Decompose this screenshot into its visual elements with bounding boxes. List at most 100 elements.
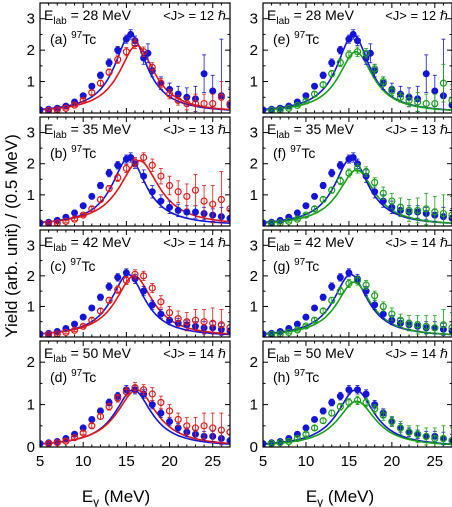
data-point-green xyxy=(396,316,405,324)
data-point-green xyxy=(267,219,276,226)
data-point-red xyxy=(191,186,200,194)
data-point-blue xyxy=(302,92,310,100)
data-point-green xyxy=(302,97,310,105)
plot-area xyxy=(263,29,452,113)
data-point-blue xyxy=(319,71,327,79)
data-point-blue xyxy=(328,59,336,67)
data-point-blue xyxy=(174,206,182,214)
plot-area xyxy=(40,29,230,113)
nucleus-symbol: Tc xyxy=(305,31,319,47)
x-axis-label-left: Eγ (MeV) xyxy=(82,487,150,507)
elab-value: = 42 MeV xyxy=(290,234,355,250)
nucleus-symbol: Tc xyxy=(82,31,96,47)
data-point-blue xyxy=(263,440,267,447)
data-point-blue xyxy=(371,301,379,309)
panel-label: (b) 97Tc xyxy=(50,144,96,161)
y-tick-label: 1 xyxy=(250,397,258,414)
elab-subscript: lab xyxy=(53,130,67,141)
data-point-green xyxy=(362,398,370,407)
data-point-blue xyxy=(349,153,357,161)
panel-frame xyxy=(262,2,452,114)
x-tick-label: 20 xyxy=(384,453,401,470)
data-point-red xyxy=(183,422,191,430)
data-point-red xyxy=(148,63,156,72)
data-point-green xyxy=(293,215,301,223)
y-tick-label: 2 xyxy=(250,42,258,59)
data-point-green xyxy=(422,99,430,108)
data-point-red xyxy=(70,326,79,334)
data-point-red xyxy=(226,428,230,436)
data-point-green xyxy=(379,77,387,86)
panel-label: (a) 97Tc xyxy=(50,30,96,47)
data-point-blue xyxy=(311,415,319,423)
data-point-green xyxy=(388,417,396,426)
panel-label: (f) 97Tc xyxy=(273,144,315,161)
data-point-red xyxy=(105,403,113,411)
nucleus-symbol: Tc xyxy=(305,369,319,385)
x-tick-label: 5 xyxy=(259,453,267,470)
elab-symbol: E xyxy=(267,234,276,250)
y-tick-label: 1 xyxy=(27,74,35,91)
data-point-blue xyxy=(293,320,301,328)
elab-subscript: lab xyxy=(53,243,67,254)
data-point-green xyxy=(422,322,430,330)
data-point-blue xyxy=(166,203,174,211)
data-point-red xyxy=(45,219,53,226)
data-point-red xyxy=(148,284,156,292)
data-point-blue xyxy=(88,82,96,90)
data-point-blue xyxy=(79,202,87,210)
spin-label: <J> = 14 ℏ xyxy=(163,346,226,361)
data-point-green xyxy=(379,302,387,311)
data-point-blue xyxy=(105,169,113,177)
data-point-green xyxy=(336,59,344,67)
data-point-red xyxy=(174,188,182,196)
data-point-blue xyxy=(200,70,208,78)
data-point-blue xyxy=(345,269,353,277)
data-point-red xyxy=(157,172,165,180)
panel-frame xyxy=(39,340,231,448)
spin-label: <J> = 13 ℏ xyxy=(385,122,448,137)
beam-energy-label: Elab = 28 MeV xyxy=(267,7,355,27)
data-point-red xyxy=(200,318,208,326)
nucleus-mass: 97 xyxy=(294,30,306,41)
data-point-green xyxy=(285,437,293,446)
y-tick-label: 2 xyxy=(250,156,258,173)
data-point-blue xyxy=(105,59,113,67)
data-point-red xyxy=(70,215,79,223)
panel-label: (c) 97Tc xyxy=(50,257,95,274)
data-point-green xyxy=(371,405,379,413)
plot-area xyxy=(40,268,230,337)
data-point-red xyxy=(62,437,70,445)
data-point-green xyxy=(362,167,370,176)
elab-value: = 42 MeV xyxy=(67,234,132,250)
data-point-green xyxy=(431,99,439,108)
panel-letter: (g) xyxy=(273,258,290,274)
data-point-blue xyxy=(88,415,96,423)
data-point-blue xyxy=(354,37,361,45)
data-point-red xyxy=(183,318,191,326)
panel-label: (h) 97Tc xyxy=(273,368,319,385)
data-point-green xyxy=(302,430,310,438)
data-point-red xyxy=(148,390,156,398)
data-point-green xyxy=(319,81,327,89)
elab-value: = 35 MeV xyxy=(67,121,132,137)
data-point-blue xyxy=(148,401,156,409)
x-axis-label-right: Eγ (MeV) xyxy=(306,487,374,507)
plot-area xyxy=(40,152,230,226)
data-point-red xyxy=(157,398,165,407)
data-point-blue xyxy=(71,209,79,217)
data-point-red xyxy=(45,106,53,113)
data-point-red xyxy=(191,316,200,324)
beam-energy-label: Elab = 35 MeV xyxy=(267,121,355,141)
data-point-blue xyxy=(311,304,319,312)
x-tick-label: 25 xyxy=(426,453,443,470)
data-point-blue xyxy=(140,172,148,180)
elab-subscript: lab xyxy=(53,354,67,365)
elab-subscript: lab xyxy=(53,16,67,27)
data-point-red xyxy=(114,394,122,402)
data-point-blue xyxy=(302,202,310,210)
data-point-blue xyxy=(328,283,336,291)
data-point-red xyxy=(114,55,122,64)
spin-label: <J> = 14 ℏ xyxy=(385,346,448,361)
